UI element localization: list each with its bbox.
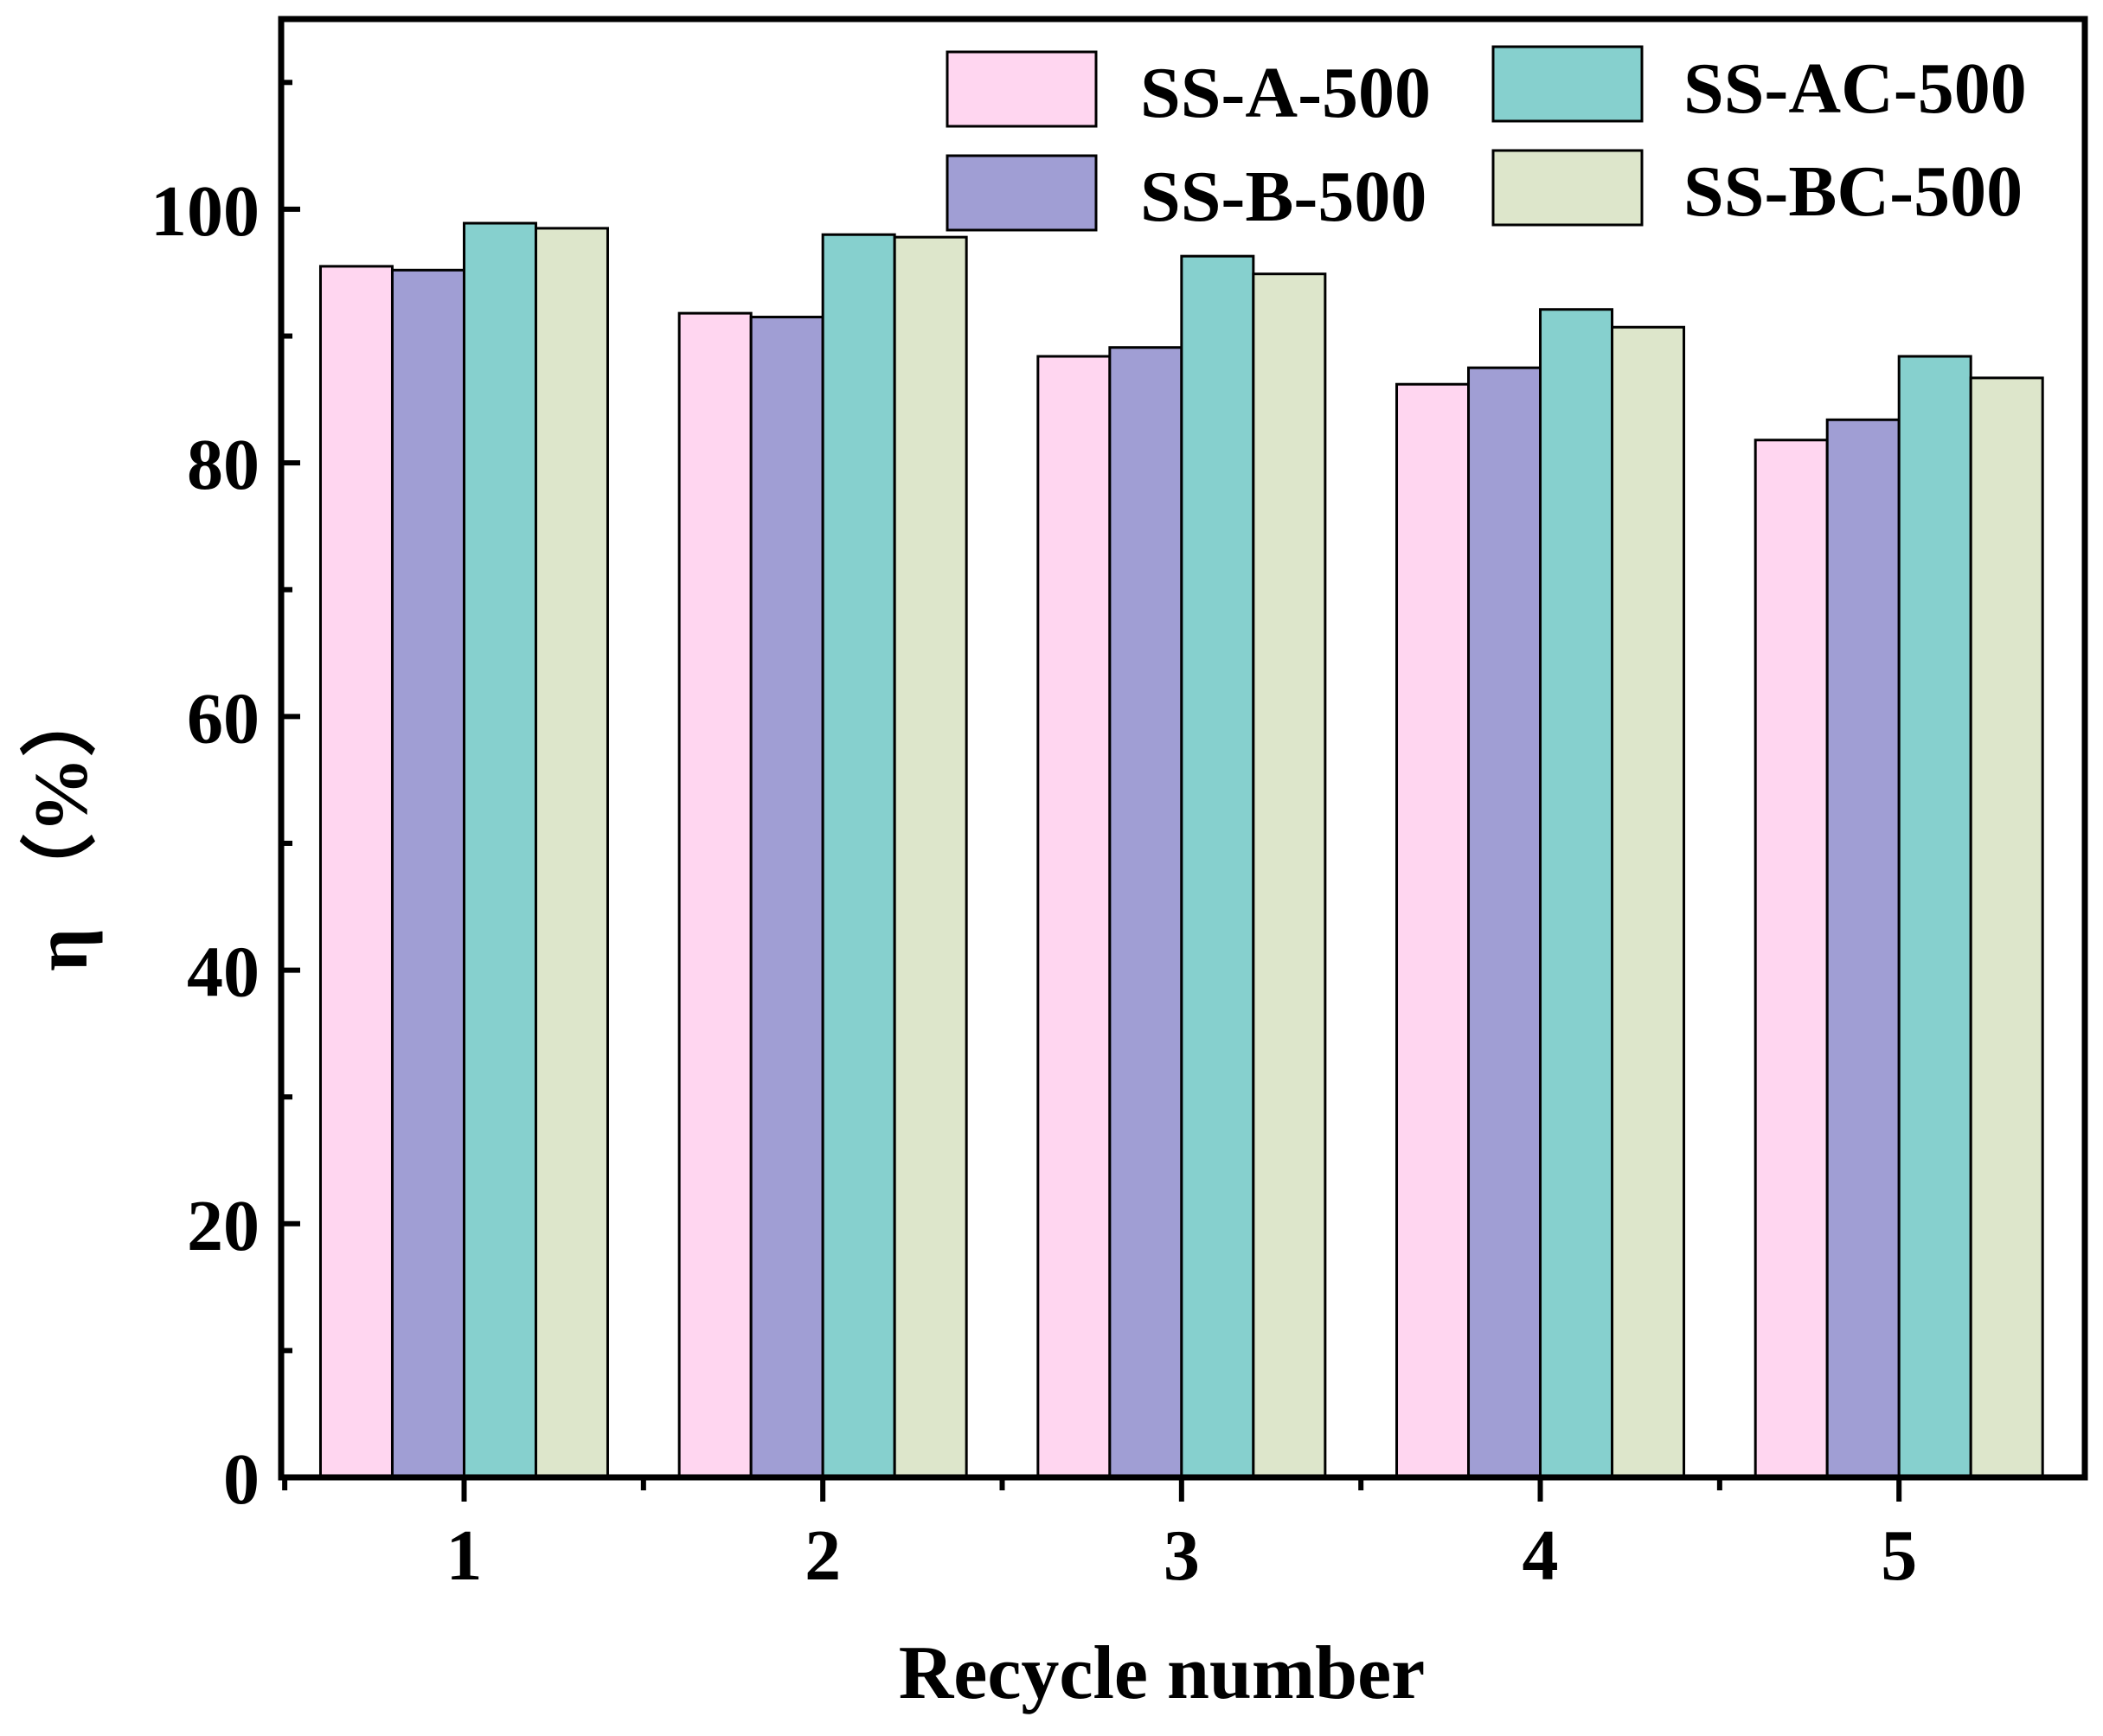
legend-label-ss-a-500: SS-A-500 xyxy=(1140,53,1431,133)
x-tick-label: 4 xyxy=(1523,1515,1559,1596)
bar-ss-ac-500-cycle-2 xyxy=(821,233,896,1479)
legend-swatch-ss-bc-500 xyxy=(1491,149,1644,227)
bar-ss-ac-500-cycle-1 xyxy=(462,221,537,1479)
bar-ss-bc-500-cycle-4 xyxy=(1611,325,1686,1479)
bar-ss-b-500-cycle-3 xyxy=(1108,346,1183,1479)
x-axis-title: Recycle number xyxy=(899,1631,1425,1715)
y-tick-label: 0 xyxy=(223,1439,260,1520)
y-tick-label: 20 xyxy=(187,1186,260,1266)
axes-layer: 0 20 40 60 80 100 1 2 3 4 5 xyxy=(151,16,2088,1596)
legend-label-ss-b-500: SS-B-500 xyxy=(1140,157,1427,237)
x-tick-label: 1 xyxy=(446,1515,482,1596)
bar-ss-b-500-cycle-5 xyxy=(1825,418,1901,1479)
bar-ss-ac-500-cycle-4 xyxy=(1539,308,1614,1479)
legend-swatch-ss-ac-500 xyxy=(1491,45,1644,123)
bar-ss-a-500-cycle-2 xyxy=(677,311,753,1479)
legend-swatch-ss-a-500 xyxy=(946,50,1098,128)
legend-label-ss-ac-500: SS-AC-500 xyxy=(1683,48,2027,129)
bar-ss-a-500-cycle-4 xyxy=(1395,382,1471,1479)
bar-ss-b-500-cycle-4 xyxy=(1467,366,1542,1479)
y-tick-label: 80 xyxy=(187,425,260,505)
bar-ss-ac-500-cycle-3 xyxy=(1180,254,1255,1479)
bar-ss-a-500-cycle-5 xyxy=(1754,439,1829,1479)
y-axis-title: η （%） xyxy=(20,681,104,971)
y-tick-label: 100 xyxy=(151,171,260,252)
legend: SS-A-500 SS-B-500 SS-AC-500 SS-BC-500 xyxy=(946,45,2027,237)
x-tick-label: 3 xyxy=(1164,1515,1200,1596)
bar-ss-bc-500-cycle-1 xyxy=(534,227,609,1479)
bar-ss-ac-500-cycle-5 xyxy=(1897,355,1972,1479)
bar-ss-a-500-cycle-3 xyxy=(1036,355,1112,1479)
legend-swatch-ss-b-500 xyxy=(946,154,1098,232)
legend-label-ss-bc-500: SS-BC-500 xyxy=(1683,151,2023,232)
bar-ss-b-500-cycle-1 xyxy=(390,268,465,1479)
bar-ss-bc-500-cycle-3 xyxy=(1252,272,1327,1479)
x-tick-label: 2 xyxy=(805,1515,841,1596)
bars-layer xyxy=(318,221,2044,1479)
bar-ss-b-500-cycle-2 xyxy=(749,316,824,1479)
bar-ss-a-500-cycle-1 xyxy=(318,265,394,1479)
y-tick-label: 40 xyxy=(187,932,260,1013)
y-tick-label: 60 xyxy=(187,678,260,759)
x-tick-label: 5 xyxy=(1881,1515,1917,1596)
bar-ss-bc-500-cycle-5 xyxy=(1969,376,2044,1479)
bar-ss-bc-500-cycle-2 xyxy=(893,235,968,1479)
